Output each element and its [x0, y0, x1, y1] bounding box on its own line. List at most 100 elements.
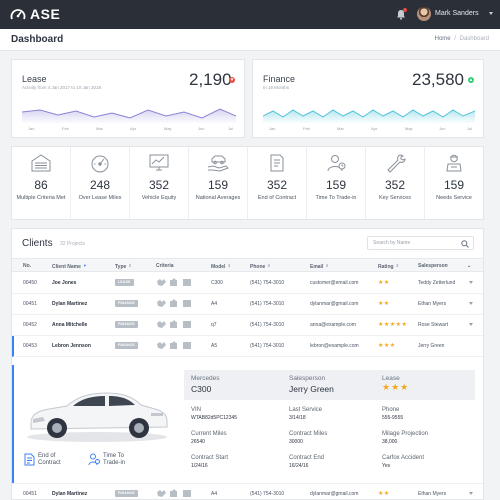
sort-icon: ⬍	[227, 263, 231, 268]
finance-month-label: May	[405, 126, 413, 131]
stat-end-of-contract[interactable]: 352 End of Contract	[248, 147, 307, 219]
chevron-down-icon[interactable]	[469, 492, 473, 495]
column-header-criteria[interactable]: Criteria	[156, 263, 174, 269]
cell-phone: (541) 754-3010	[250, 343, 285, 349]
make-label: Mercedes	[191, 375, 220, 382]
time-to-trade-in-action[interactable]: Time To Trade-in	[88, 453, 129, 467]
lease-month-label: Mar	[96, 126, 104, 131]
table-row[interactable]: 00451 Dylan Martinez FINANCE A4 (541) 75…	[12, 294, 483, 315]
cell-email[interactable]: customer@email.com	[310, 280, 359, 286]
stat-label: End of Contract	[257, 195, 297, 201]
criteria-icons	[157, 489, 191, 497]
stat-vehicle-equity[interactable]: 352 Vehicle Equity	[130, 147, 189, 219]
stat-value: 159	[207, 178, 229, 192]
finance-month-label: Jan	[269, 126, 275, 131]
column-header-no[interactable]: No.	[23, 263, 32, 269]
carfox-accident-field: Carfox Accident Yes	[382, 455, 425, 469]
finance-month-label: Apr	[371, 126, 378, 131]
cell-no: 00450	[23, 280, 37, 286]
last-service-field: Last Service 3/14/18	[289, 407, 323, 421]
table-row[interactable]: 00452 Anna Mitchelle FINANCE q7 (541) 75…	[12, 315, 483, 336]
chevron-down-icon[interactable]	[489, 12, 493, 15]
cell-client-name[interactable]: Joe Jones	[52, 280, 77, 286]
type-badge: FINANCE	[115, 342, 138, 349]
sort-icon: ⬍	[325, 263, 329, 268]
cell-email[interactable]: anna@example.com	[310, 322, 356, 328]
criteria-icons	[157, 299, 191, 307]
clients-panel: Clients 32 Projects No. Client Name▼ Typ…	[11, 228, 484, 500]
top-bar: ASE Mark Sanders	[0, 0, 500, 29]
stat-time-to-trade-in[interactable]: 159 Time To Trade-in	[307, 147, 366, 219]
type-badge: LEASE	[115, 279, 134, 286]
person-clock-icon	[327, 155, 346, 172]
finance-sparkline: Jan Feb Mar Apr May Jun Jul	[263, 109, 475, 131]
cell-client-name[interactable]: Anna Mitchelle	[52, 322, 88, 328]
chevron-down-icon[interactable]	[469, 302, 473, 305]
cell-client-name[interactable]: Lebron Jennson	[52, 343, 91, 349]
cell-client-name[interactable]: Dylan Martinez	[52, 301, 88, 307]
lease-month-label: Jun	[198, 126, 204, 131]
stat-label: Multiple Criteria Met	[16, 195, 66, 201]
finance-subtitle: In 16 Months	[263, 85, 290, 90]
stat-value: 248	[89, 178, 111, 192]
column-header-type[interactable]: Type ⬍	[115, 263, 132, 270]
cell-email[interactable]: dylanmar@gmail.com	[310, 301, 359, 307]
speedometer-icon	[91, 155, 109, 173]
stat-value: 159	[443, 178, 465, 192]
stat-national-averages[interactable]: 159 National Averages	[189, 147, 248, 219]
cell-model: A4	[211, 491, 218, 497]
cell-no: 00453	[23, 343, 37, 349]
stat-over-lease-miles[interactable]: 248 Over Lease Miles	[71, 147, 130, 219]
column-header-phone[interactable]: Phone ⬍	[250, 263, 271, 270]
finance-title: Finance	[263, 74, 296, 84]
search-box[interactable]	[367, 236, 474, 250]
stat-label: Over Lease Miles	[78, 195, 122, 201]
finance-card: Finance In 16 Months 23,580 ▴ Jan Feb Ma…	[252, 59, 484, 138]
cell-phone: (541) 754-3010	[250, 280, 285, 286]
column-header-salesperson[interactable]: Salesperson	[418, 263, 448, 269]
app-logo[interactable]: ASE	[10, 6, 60, 22]
column-header-model[interactable]: Model ⬍	[211, 263, 231, 270]
breadcrumb: Home / Dashboard	[435, 36, 489, 42]
user-name[interactable]: Mark Sanders	[435, 10, 479, 17]
column-settings-icon[interactable]: ⌄	[467, 263, 472, 269]
search-icon[interactable]	[461, 240, 469, 248]
milage-projection-field: Milage Projection 38,000	[382, 431, 429, 445]
chevron-down-icon[interactable]	[469, 323, 473, 326]
sort-icon: ⬍	[395, 263, 399, 268]
finance-month-label: Mar	[337, 126, 345, 131]
cell-client-name[interactable]: Dylan Martinez	[52, 491, 88, 497]
person-clock-icon	[88, 453, 100, 466]
column-header-email[interactable]: Email ⬍	[310, 263, 329, 270]
avatar[interactable]	[417, 7, 431, 21]
cell-email[interactable]: lebron@example.com	[310, 343, 359, 349]
stat-needs-service[interactable]: 159 Needs Service	[425, 147, 483, 219]
column-header-rating[interactable]: Rating ⬍	[378, 263, 399, 270]
chevron-down-icon[interactable]	[469, 281, 473, 284]
stat-multiple-criteria[interactable]: 86 Multiple Criteria Met	[12, 147, 71, 219]
cell-email[interactable]: dylanmar@gmail.com	[310, 491, 359, 497]
cell-phone: (541) 754-3010	[250, 491, 285, 497]
monitor-chart-icon	[149, 154, 169, 171]
lease-month-label: Feb	[62, 126, 70, 131]
cell-no: 00451	[23, 301, 37, 307]
end-of-contract-action[interactable]: End of Contract	[24, 453, 64, 467]
lease-rating-stars: ★★★	[382, 382, 410, 392]
table-row[interactable]: 00450 Joe Jones LEASE C300 (541) 754-301…	[12, 273, 483, 294]
stat-value: 159	[325, 178, 347, 192]
search-input[interactable]	[373, 240, 458, 246]
stat-key-services[interactable]: 352 Key Services	[366, 147, 425, 219]
bell-icon[interactable]	[396, 9, 406, 20]
table-row-expanded[interactable]: 00453 Lebron Jennson FINANCE A5 (541) 75…	[12, 336, 483, 357]
criteria-icons	[157, 278, 191, 286]
hand-car-icon	[207, 155, 229, 172]
column-header-client-name[interactable]: Client Name ▼	[52, 263, 87, 270]
breadcrumb-separator: /	[454, 36, 456, 42]
page-header: Dashboard Home / Dashboard	[0, 29, 500, 51]
breadcrumb-home[interactable]: Home	[434, 36, 451, 42]
lease-subtitle: Activity from 4 Jan 2017 to 10 Jan 2018	[22, 85, 102, 90]
table-row[interactable]: 00451 Dylan Martinez FINANCE A4 (541) 75…	[12, 483, 483, 499]
cell-model: q7	[211, 322, 217, 328]
make-value: C300	[191, 384, 212, 394]
type-badge: FINANCE	[115, 300, 138, 307]
